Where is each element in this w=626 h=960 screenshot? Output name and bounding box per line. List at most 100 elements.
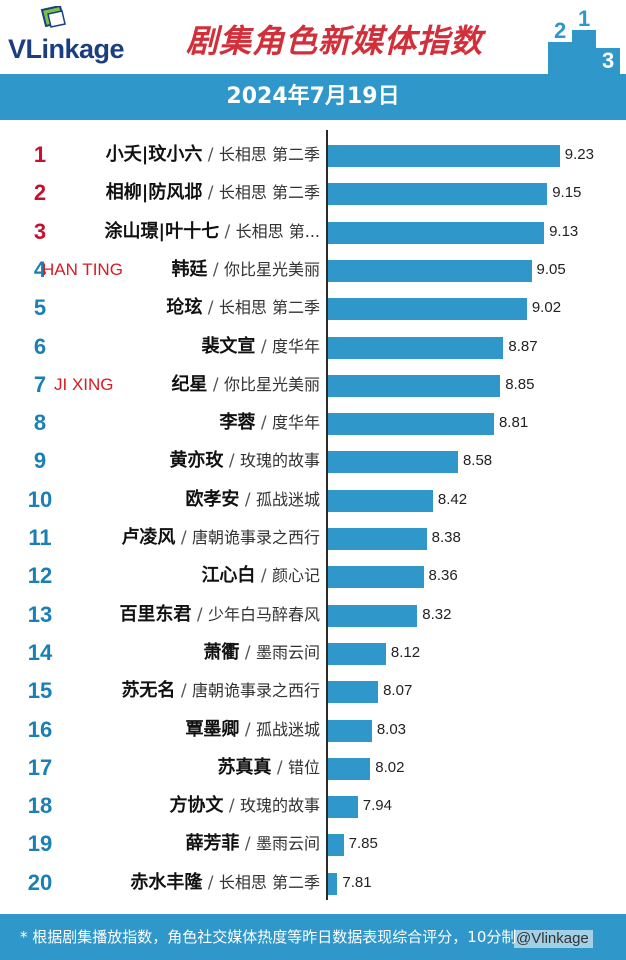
character-name: 韩廷 — [171, 258, 208, 280]
ranking-row: 12 江心白 / 颜心记 8.36 — [0, 557, 626, 595]
category-label: 百里东君 / 少年白马醉春风 — [119, 596, 320, 634]
category-label: 玱玹 / 长相思 第二季 — [166, 289, 320, 327]
ranking-row: 20 赤水丰隆 / 长相思 第二季 7.81 — [0, 864, 626, 902]
label-separator: / — [207, 374, 224, 395]
rank-number: 16 — [27, 716, 53, 742]
label-separator: / — [191, 604, 208, 625]
score-bar — [328, 298, 527, 321]
show-title: 你比星光美丽 — [223, 374, 320, 394]
score-bar — [328, 336, 504, 359]
show-title: 孤战迷城 — [255, 489, 320, 509]
rank-number: 9 — [33, 448, 47, 474]
rank-number: 14 — [27, 639, 53, 665]
category-label: 江心白 / 颜心记 — [201, 557, 320, 595]
score-bar — [328, 796, 358, 819]
category-label: 纪星 / 你比星光美丽 — [171, 366, 320, 404]
header: VLinkage 剧集角色新媒体指数 2 1 3 — [0, 0, 626, 74]
ranking-row: 14 萧衢 / 墨雨云间 8.12 — [0, 634, 626, 672]
show-title: 度华年 — [271, 413, 320, 433]
score-bar — [328, 374, 501, 397]
show-title: 墨雨云间 — [255, 642, 320, 662]
category-label: 覃墨卿 / 孤战迷城 — [185, 711, 320, 749]
ranking-row: 4 韩廷 / 你比星光美丽 HAN TING 9.05 — [0, 251, 626, 289]
score-value: 8.02 — [375, 758, 405, 776]
show-title: 长相思 第二季 — [218, 298, 320, 318]
vlinkage-logo: VLinkage — [8, 6, 138, 66]
show-title: 长相思 第二季 — [218, 183, 320, 203]
score-bar — [328, 259, 532, 282]
weibo-watermark: @Vlinkage — [514, 930, 593, 948]
show-title: 你比星光美丽 — [223, 259, 320, 279]
rank-number: 8 — [33, 410, 47, 436]
ranking-row: 19 薛芳菲 / 墨雨云间 7.85 — [0, 825, 626, 863]
label-separator: / — [239, 642, 256, 663]
label-separator: / — [239, 719, 256, 740]
category-label: 涂山璟|叶十七 / 长相思 第... — [105, 213, 320, 251]
ranking-row: 17 苏真真 / 错位 8.02 — [0, 749, 626, 787]
rank-number: 2 — [33, 180, 47, 206]
score-bar — [328, 681, 379, 704]
score-value: 7.81 — [342, 873, 372, 891]
show-title: 孤战迷城 — [255, 719, 320, 739]
category-label: 黄亦玫 / 玫瑰的故事 — [169, 442, 320, 480]
category-label: 苏真真 / 错位 — [217, 749, 320, 787]
show-title: 长相思 第... — [235, 221, 320, 241]
score-value: 9.23 — [564, 146, 594, 163]
category-label: 苏无名 / 唐朝诡事录之西行 — [121, 672, 320, 710]
date-banner: 2024年7月19日 — [0, 74, 626, 120]
character-name: 苏真真 — [217, 756, 272, 778]
category-label: 欧孝安 / 孤战迷城 — [185, 481, 320, 519]
category-label: 方协文 / 玫瑰的故事 — [169, 787, 320, 825]
score-bar — [328, 183, 548, 206]
label-separator: / — [175, 528, 192, 548]
rank-number: 19 — [27, 831, 53, 857]
score-value: 8.36 — [428, 567, 458, 585]
score-bar — [328, 145, 560, 167]
character-name: 玱玹 — [166, 297, 203, 319]
score-value: 8.58 — [462, 452, 493, 470]
character-name: 卢凌风 — [121, 527, 176, 548]
character-name: 小夭|玟小六 — [105, 144, 203, 165]
score-value: 8.85 — [505, 375, 535, 393]
category-label: 卢凌风 / 唐朝诡事录之西行 — [121, 519, 320, 557]
score-value: 8.87 — [508, 337, 538, 355]
show-title: 玫瑰的故事 — [239, 451, 320, 471]
label-separator: / — [239, 489, 256, 510]
show-title: 长相思 第二季 — [218, 872, 320, 892]
rank-number: 4 — [33, 256, 47, 282]
score-bar — [328, 604, 418, 627]
show-title: 墨雨云间 — [255, 834, 320, 854]
ranking-row: 11 卢凌风 / 唐朝诡事录之西行 8.38 — [0, 519, 626, 557]
rank-number: 17 — [27, 754, 53, 780]
score-value: 7.94 — [362, 797, 392, 815]
label-separator: / — [223, 451, 240, 472]
footnote-bar: * 根据剧集播放指数，角色社交媒体热度等昨日数据表现综合评分，10分制 — [0, 914, 626, 960]
label-separator: / — [202, 872, 219, 893]
character-name: 百里东君 — [119, 603, 192, 625]
ranking-row: 18 方协文 / 玫瑰的故事 7.94 — [0, 787, 626, 825]
rank-number: 20 — [27, 869, 53, 895]
logo-mark-icon — [40, 6, 66, 28]
page-title: 剧集角色新媒体指数 — [186, 22, 484, 60]
category-label: 裴文宣 / 度华年 — [201, 328, 320, 366]
score-value: 8.32 — [422, 605, 452, 623]
show-title: 少年白马醉春风 — [207, 604, 320, 624]
chart-axis-line — [326, 130, 328, 900]
score-bar — [328, 451, 458, 474]
score-value: 8.12 — [390, 643, 421, 661]
ranking-row: 1 小夭|玟小六 / 长相思 第二季 9.23 — [0, 136, 626, 174]
ranking-row: 10 欧孝安 / 孤战迷城 8.42 — [0, 481, 626, 519]
character-name: 相柳|防风邶 — [105, 182, 203, 204]
label-separator: / — [219, 221, 236, 242]
score-value: 8.07 — [383, 682, 413, 700]
character-name: 纪星 — [171, 373, 208, 395]
rank-number: 3 — [33, 218, 47, 244]
score-bar — [328, 221, 545, 244]
character-name: 黄亦玫 — [169, 450, 224, 472]
podium-icon: 2 1 3 — [548, 8, 620, 74]
rank-number: 18 — [27, 793, 53, 819]
category-label: 薛芳菲 / 墨雨云间 — [185, 825, 320, 863]
character-name: 江心白 — [201, 565, 256, 587]
label-separator: / — [223, 796, 240, 817]
ranking-row: 9 黄亦玫 / 玫瑰的故事 8.58 — [0, 442, 626, 480]
